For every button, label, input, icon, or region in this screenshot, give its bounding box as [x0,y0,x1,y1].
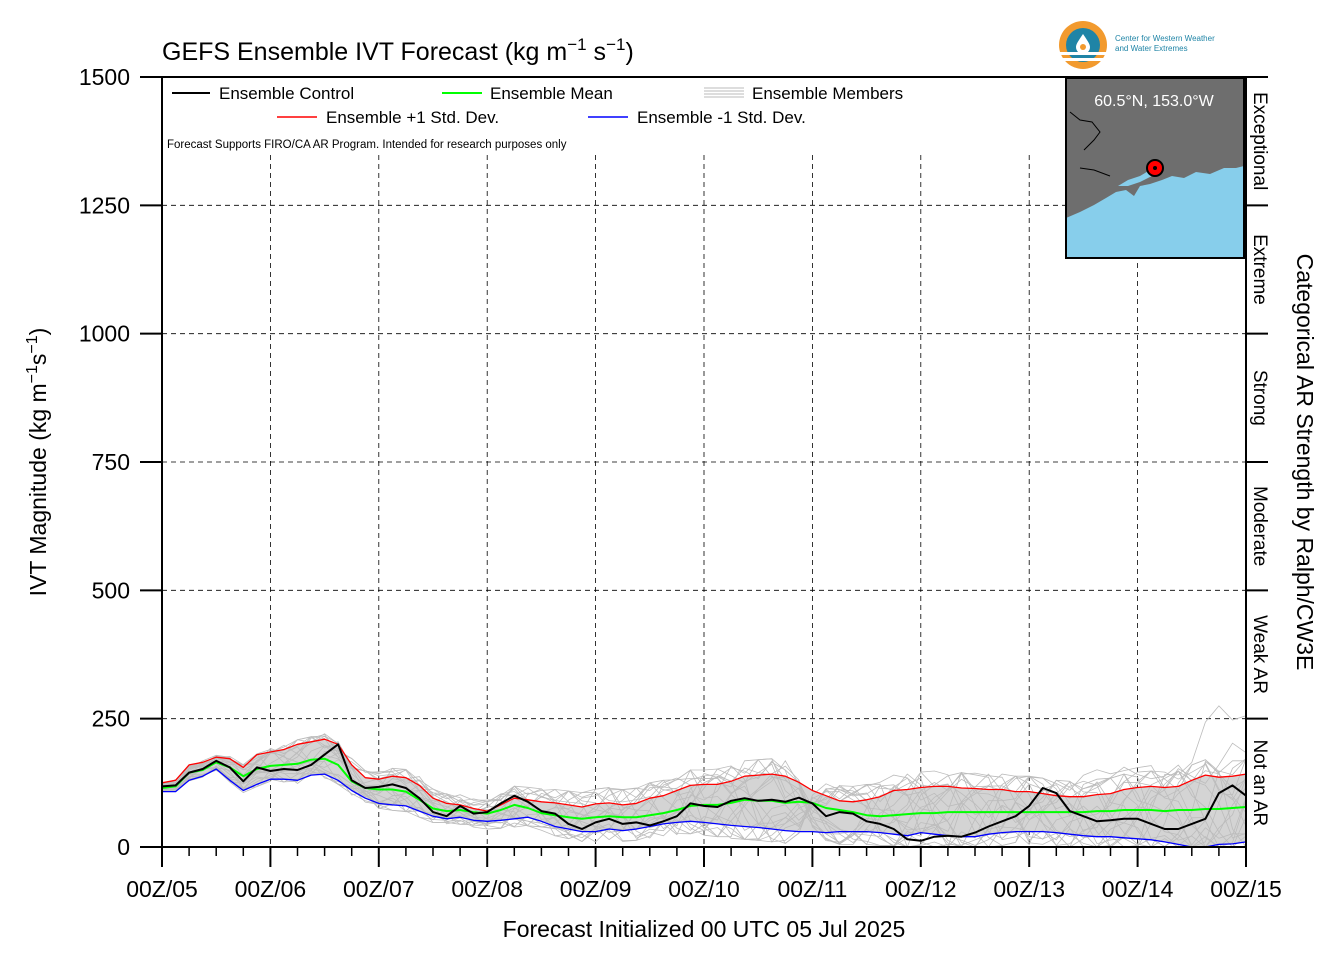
category-label: Exceptional [1249,92,1270,190]
x-tick-label: 00Z/09 [560,876,632,902]
legend-label-mean: Ensemble Mean [490,84,613,103]
member-line [161,749,1247,848]
x-tick-label: 00Z/08 [451,876,523,902]
legend-item-members: Ensemble Members [704,84,903,103]
grid-lines [162,155,1246,847]
category-label: Extreme [1249,234,1270,305]
logo-text-line2: and Water Extremes [1115,44,1188,53]
category-label: Moderate [1249,486,1270,566]
series-line-ensemble-1-std-dev [162,768,1247,848]
y-tick-label: 1250 [79,192,130,218]
disclaimer-text: Forecast Supports FIRO/CA AR Program. In… [167,139,567,151]
series-lines [161,738,1247,848]
legend: Ensemble Control Ensemble Mean Ensemble … [172,84,903,127]
y-axis-title: IVT Magnitude (kg m−1s−1) [24,328,51,597]
x-tick-label: 00Z/11 [777,876,847,902]
inset-map-water [1066,166,1244,258]
member-line [161,735,1247,848]
y-tick-label: 750 [92,449,130,475]
x-tick-label: 00Z/13 [993,876,1065,902]
series-line-ensemble-control [161,743,1247,842]
right-axis-title: Categorical AR Strength by Ralph/CW3E [1292,254,1318,671]
axes: 0 250 500 750 1000 1250 1500 00Z/05 00Z/06 00Z/07… [79,64,1282,902]
legend-label-plus-std: Ensemble +1 Std. Dev. [326,108,499,127]
category-label: Weak AR [1249,615,1270,694]
member-line [161,734,1247,848]
x-tick-label: 00Z/06 [235,876,307,902]
legend-label-minus-std: Ensemble -1 Std. Dev. [637,108,806,127]
legend-item-minus-std: Ensemble -1 Std. Dev. [588,108,806,127]
member-line [161,750,1247,848]
member-line [161,744,1247,848]
cw3e-logo: Center for Western Weather and Water Ext… [1058,21,1215,69]
x-tick-label: 00Z/12 [885,876,957,902]
y-tick-label: 250 [92,706,130,732]
y-tick-label: 1500 [79,64,130,90]
member-line [161,755,1247,848]
y-tick-label: 1000 [79,321,130,347]
inset-map: 60.5°N, 153.0°W [1065,77,1245,259]
legend-label-control: Ensemble Control [219,84,354,103]
legend-item-control: Ensemble Control [172,84,354,103]
category-label: Strong [1249,370,1270,426]
series-line-ensemble-1-std-dev [161,738,1247,812]
category-label: Not an AR [1249,740,1270,827]
legend-item-plus-std: Ensemble +1 Std. Dev. [277,108,499,127]
legend-label-members: Ensemble Members [752,84,903,103]
y-tick-label: 0 [117,834,130,860]
y-tick-label: 500 [92,577,130,603]
legend-item-mean: Ensemble Mean [442,84,613,103]
x-tick-label: 00Z/15 [1210,876,1282,902]
inset-location-label: 60.5°N, 153.0°W [1094,93,1214,110]
x-axis-title: Forecast Initialized 00 UTC 05 Jul 2025 [503,916,906,942]
x-tick-label: 00Z/14 [1102,876,1174,902]
chart-title: GEFS Ensemble IVT Forecast (kg m−1 s−1) [162,35,634,66]
x-tick-label: 00Z/10 [668,876,740,902]
x-tick-label: 00Z/07 [343,876,415,902]
x-tick-label: 00Z/05 [126,876,198,902]
logo-text-line1: Center for Western Weather [1115,34,1215,43]
